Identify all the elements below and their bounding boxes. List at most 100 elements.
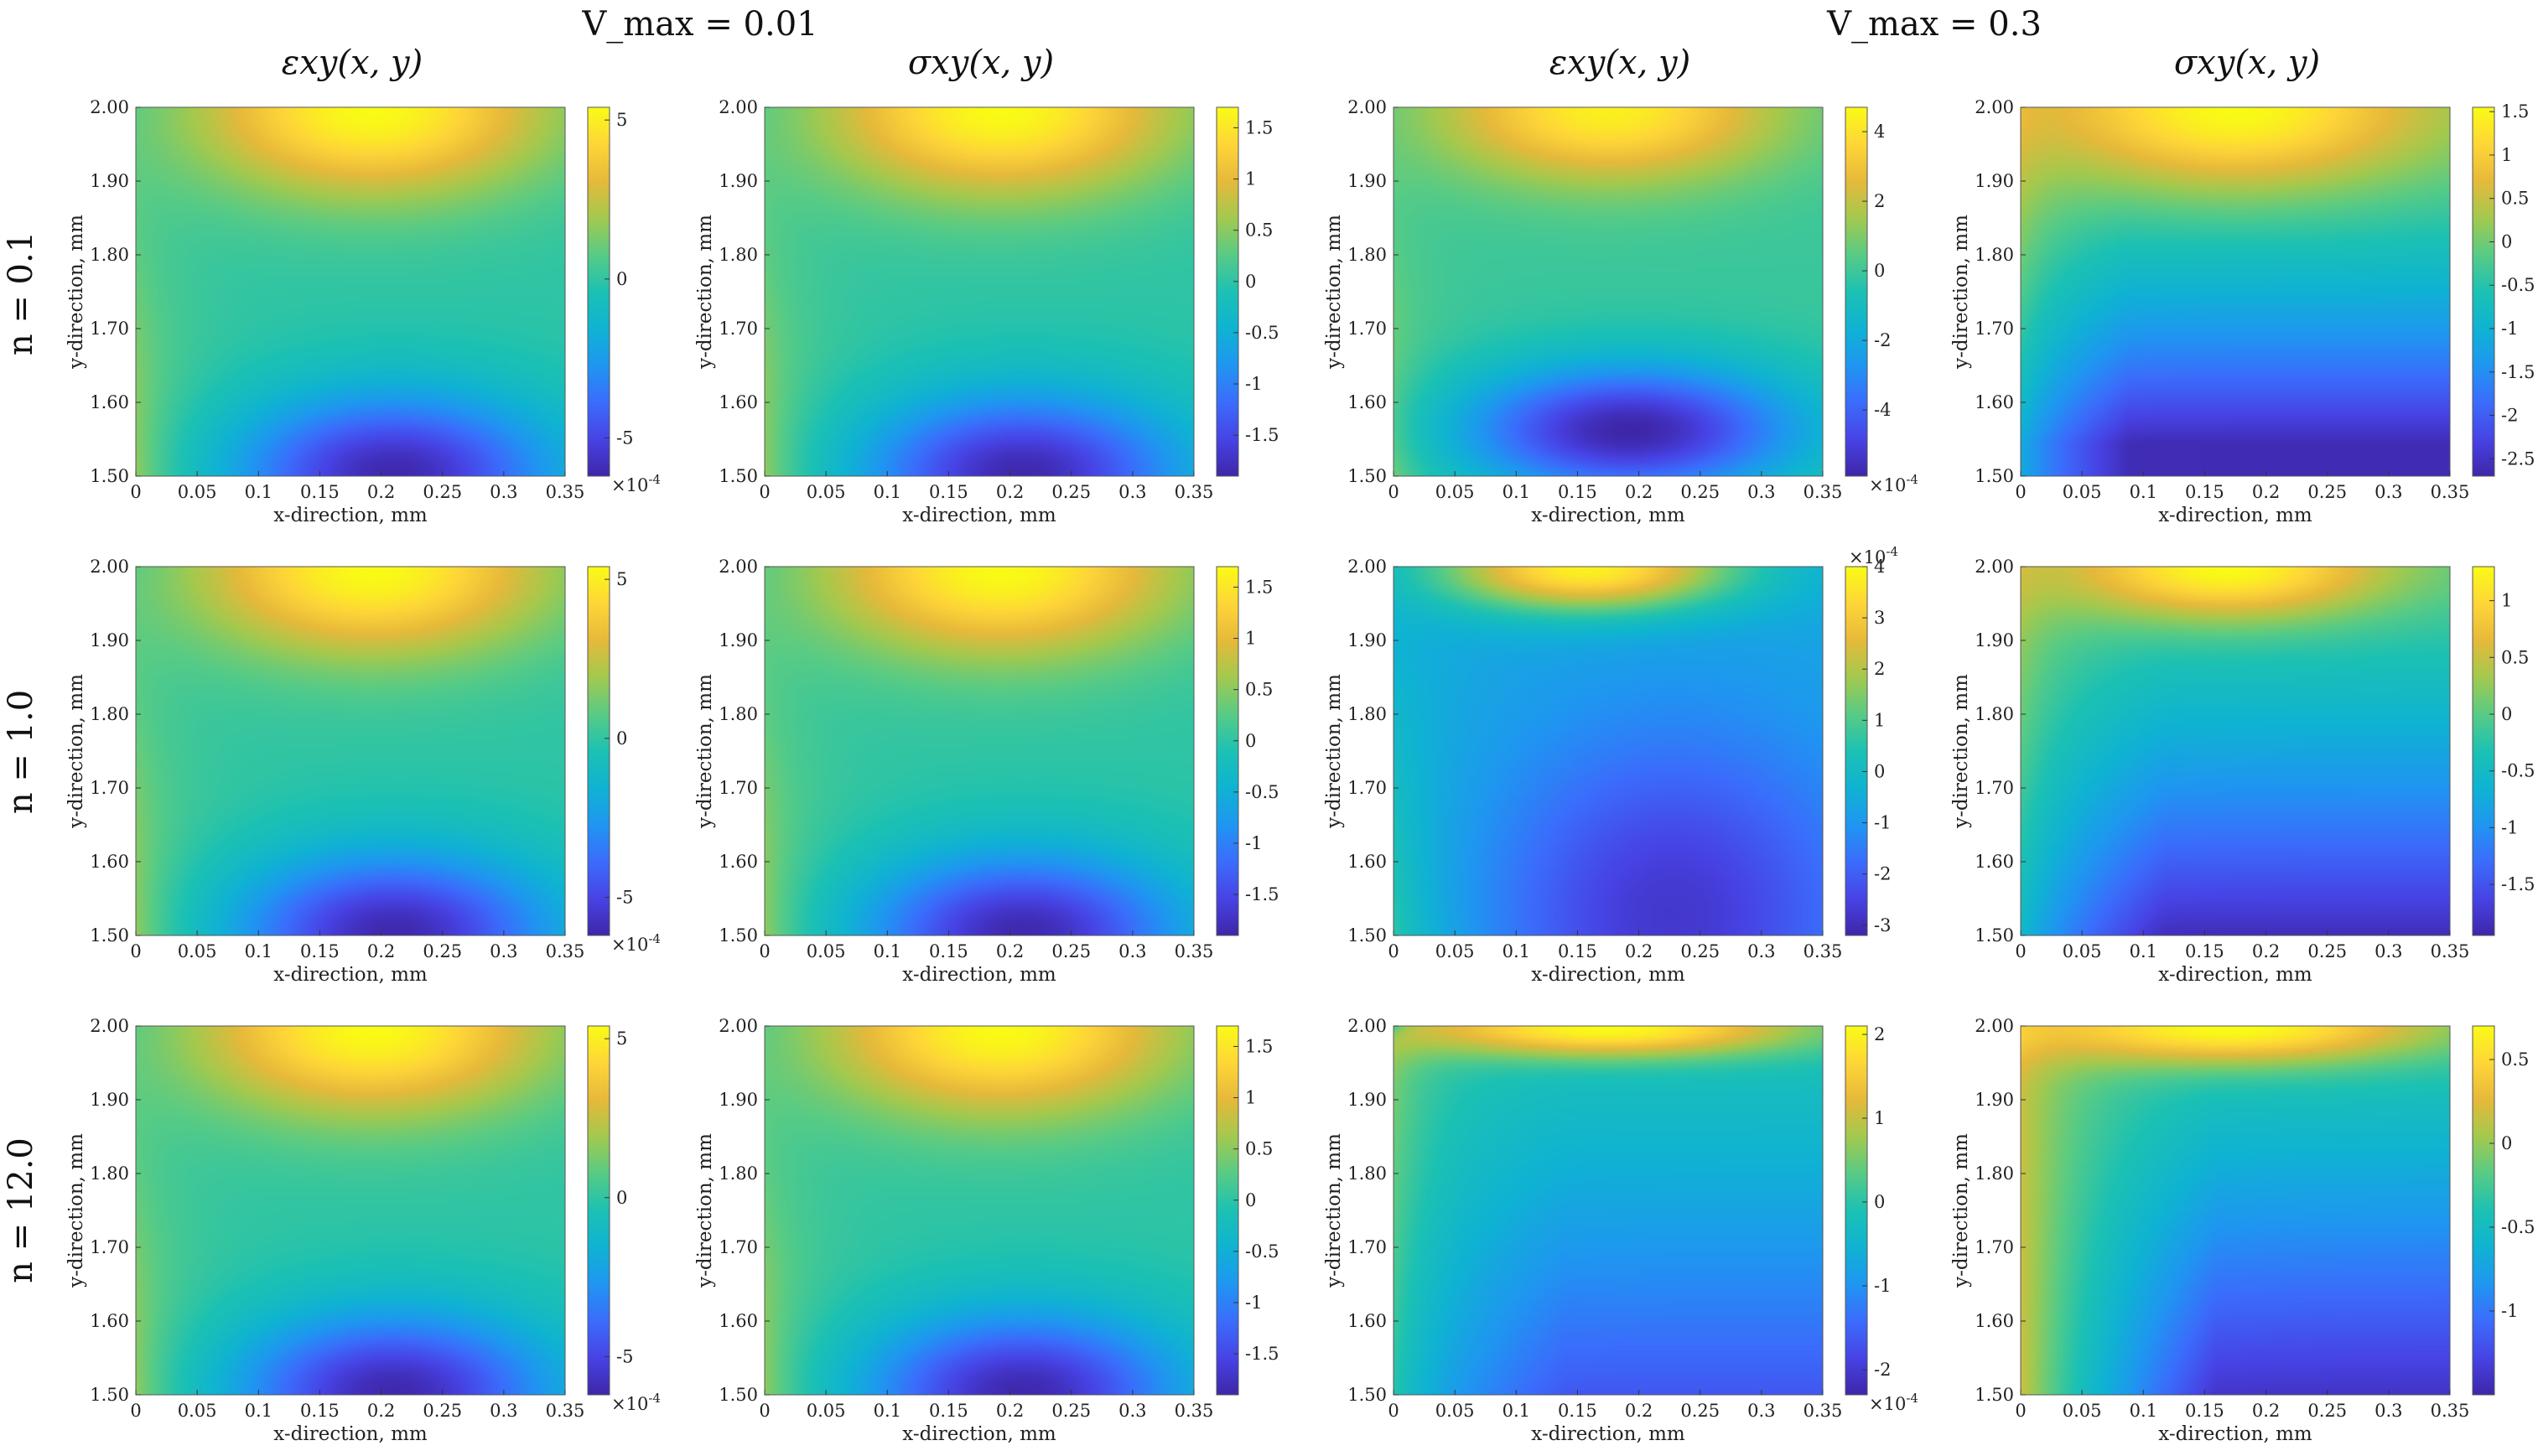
colorbar-tick-label: 1 — [1245, 169, 1256, 189]
colorbar — [1216, 1025, 1239, 1396]
colorbar-exponent: ×10-4 — [611, 931, 661, 955]
heatmap-panel-r2c1: 0 0.05 0.1 0.15 0.2 0.25 0.3 0.35 1.50 1.60 1.70 1.… — [65, 557, 661, 986]
x-tick-label: 0 — [1388, 1401, 1399, 1421]
y-tick-label: 1.90 — [90, 630, 129, 650]
y-tick-label: 1.50 — [719, 925, 758, 946]
x-tick-label: 0.25 — [423, 482, 462, 502]
colorbar — [587, 566, 610, 936]
x-tick-label: 0.1 — [2130, 482, 2157, 502]
colorbar-tick-label: -2 — [1874, 864, 1891, 884]
plot-frame — [2020, 566, 2451, 936]
x-tick-label: 0.25 — [1051, 482, 1091, 502]
x-tick-label: 0.15 — [929, 482, 968, 502]
x-tick-label: 0.1 — [874, 1401, 901, 1421]
x-tick-label: 0.1 — [874, 941, 901, 961]
x-tick-label: 0.15 — [2185, 1401, 2224, 1421]
x-tick-label: 0.25 — [1051, 941, 1091, 961]
colorbar-tick-label: -5 — [616, 887, 633, 907]
colorbar-tick-label: 0 — [1245, 272, 1256, 292]
colorbar-tick-label: 4 — [1874, 122, 1885, 142]
x-tick-label: 0.1 — [1503, 941, 1530, 961]
y-tick-label: 1.60 — [719, 852, 758, 872]
x-tick-label: 0.2 — [367, 482, 395, 502]
colorbar-tick-label: -1.5 — [2501, 874, 2535, 894]
colorbar-tick-label: 5 — [616, 110, 627, 130]
x-tick-label: 0.15 — [1558, 941, 1597, 961]
x-tick-label: 0.3 — [2375, 1401, 2402, 1421]
x-tick-label: 0.1 — [245, 482, 272, 502]
x-tick-label: 0.15 — [929, 941, 968, 961]
x-tick-label: 0.3 — [2375, 482, 2402, 502]
heatmap-image — [1394, 1026, 1823, 1395]
colorbar — [1845, 566, 1868, 936]
x-axis-label: x-direction, mm — [902, 964, 1056, 986]
x-tick-label: 0 — [1388, 482, 1399, 502]
x-tick-label: 0.3 — [1118, 941, 1146, 961]
y-tick-label: 1.50 — [1975, 925, 2014, 946]
x-tick-label: 0.15 — [300, 482, 340, 502]
y-tick-label: 1.80 — [719, 245, 758, 265]
colorbar — [2472, 106, 2495, 477]
y-tick-label: 1.70 — [1347, 319, 1387, 339]
x-tick-label: 0.3 — [1118, 1401, 1146, 1421]
x-tick-label: 0 — [1388, 941, 1399, 961]
column-title-3: εxy(x, y) — [1549, 44, 1690, 82]
x-tick-label: 0.25 — [2307, 941, 2347, 961]
x-tick-label: 0.3 — [490, 1401, 517, 1421]
colorbar-tick-label: 0 — [1874, 1192, 1885, 1212]
colorbar-tick-label: 1 — [1245, 1088, 1256, 1108]
heatmap-panel-r2c2: 0 0.05 0.1 0.15 0.2 0.25 0.3 0.351.501.601.701.… — [694, 557, 1279, 986]
y-tick-label: 1.70 — [90, 1237, 129, 1257]
x-tick-label: 0.35 — [1804, 482, 1843, 502]
y-tick-label: 1.80 — [719, 704, 758, 724]
colorbar-tick-label: -2.5 — [2501, 448, 2535, 469]
colorbar-exponent: ×10-4 — [1869, 472, 1918, 495]
x-tick-label: 0.15 — [300, 941, 340, 961]
x-tick-label: 0.3 — [1747, 482, 1775, 502]
colorbar-tick-label: 0.5 — [1245, 680, 1273, 700]
x-tick-label: 0.25 — [2307, 1401, 2347, 1421]
colorbar-tick-label: -1 — [1874, 813, 1891, 833]
colorbar-tick-label: 1.5 — [1245, 117, 1273, 137]
x-tick-label: 0.15 — [929, 1401, 968, 1421]
x-tick-label: 0.3 — [1747, 941, 1775, 961]
colorbar-tick-label: 0 — [1245, 1190, 1256, 1210]
heatmap-panel-r2c4: 0 0.05 0.1 0.15 0.2 0.25 0.3 0.35 1.50 1.60 1.70 1.… — [1950, 557, 2535, 986]
x-tick-label: 0 — [2015, 482, 2026, 502]
x-tick-label: 0 — [2015, 1401, 2026, 1421]
y-tick-label: 1.70 — [90, 319, 129, 339]
y-tick-label: 1.90 — [1347, 630, 1387, 650]
heatmap-image — [765, 1026, 1194, 1395]
x-tick-label: 0.3 — [490, 482, 517, 502]
plot-frame — [764, 106, 1195, 477]
colorbar-tick-label: 2 — [1874, 659, 1885, 679]
colorbar-tick-label: 0 — [616, 728, 627, 749]
y-tick-label: 1.80 — [1347, 704, 1387, 724]
x-tick-label: 0.35 — [1175, 482, 1214, 502]
x-tick-label: 0.2 — [1625, 1401, 1653, 1421]
colorbar-tick-label: 1 — [2501, 591, 2512, 611]
colorbar-tick-label: -1.5 — [1245, 884, 1279, 904]
colorbar-tick-label: -0.5 — [2501, 275, 2535, 295]
colorbar-tick-label: -1 — [1245, 374, 1262, 394]
y-axis-label: y-direction, mm — [694, 674, 716, 829]
colorbar — [2472, 566, 2495, 936]
colorbar-tick-label: -1 — [1245, 1293, 1262, 1313]
heatmap-image — [765, 567, 1194, 935]
x-tick-label: 0.2 — [996, 1401, 1024, 1421]
colorbar-tick-label: 1 — [1245, 629, 1256, 649]
colorbar-tick-label: 1.5 — [1245, 1036, 1273, 1056]
colorbar-tick-label: 0 — [1874, 761, 1885, 781]
x-tick-label: 0.2 — [2252, 482, 2280, 502]
x-tick-label: 0.05 — [807, 941, 846, 961]
y-axis-label: y-direction, mm — [1323, 674, 1345, 829]
y-tick-label: 1.80 — [90, 1163, 129, 1184]
x-tick-label: 0 — [130, 1401, 141, 1421]
x-axis-label: x-direction, mm — [902, 1423, 1056, 1445]
colorbar-tick-label: 0.5 — [1245, 1139, 1273, 1159]
plot-frame — [135, 566, 566, 936]
x-tick-label: 0.25 — [423, 1401, 462, 1421]
colorbar-tick-label: -0.5 — [1245, 782, 1279, 802]
group-title-left: V_max = 0.01 — [581, 5, 817, 44]
y-axis-label: y-direction, mm — [1323, 1133, 1345, 1288]
